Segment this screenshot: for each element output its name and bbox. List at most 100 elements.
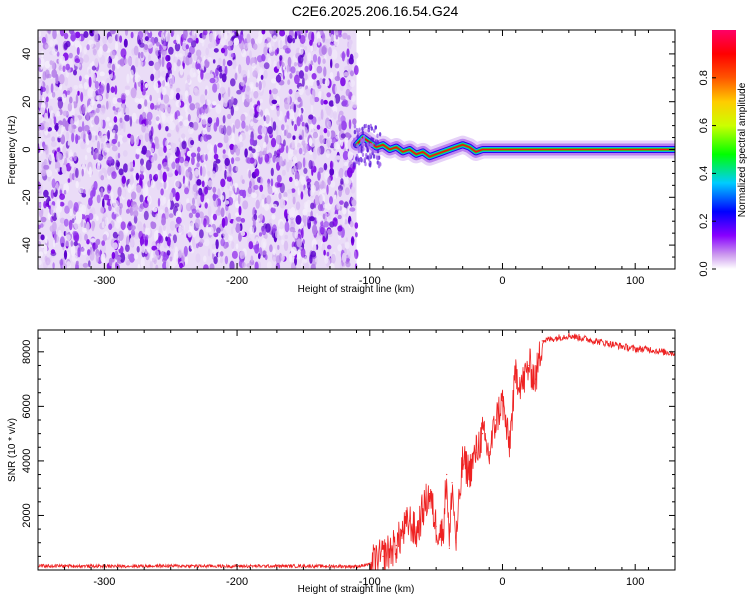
noise-cell bbox=[62, 145, 67, 155]
noise-cell bbox=[207, 180, 213, 188]
noise-cell bbox=[298, 86, 304, 96]
noise-cell bbox=[144, 36, 149, 42]
noise-cell bbox=[70, 246, 74, 252]
noise-cell bbox=[151, 245, 158, 251]
noise-cell bbox=[317, 146, 321, 156]
noise-cell bbox=[209, 263, 215, 269]
noise-cell bbox=[166, 144, 172, 150]
noise-cell bbox=[230, 78, 236, 87]
noise-cell bbox=[40, 107, 45, 115]
noise-cell bbox=[192, 184, 198, 193]
noise-cell bbox=[224, 169, 227, 180]
noise-cell bbox=[73, 85, 79, 90]
noise-cell bbox=[95, 39, 100, 51]
noise-cell bbox=[196, 179, 202, 186]
noise-cell bbox=[200, 165, 203, 176]
onset-speckle bbox=[363, 134, 366, 140]
top-x-tick-label: 100 bbox=[626, 275, 644, 287]
noise-cell bbox=[55, 168, 60, 173]
noise-cell bbox=[283, 191, 288, 198]
noise-cell bbox=[157, 97, 162, 105]
onset-speckle bbox=[356, 143, 359, 148]
noise-cell bbox=[130, 31, 134, 39]
onset-speckle bbox=[379, 162, 382, 167]
noise-cell bbox=[159, 209, 164, 215]
noise-cell bbox=[40, 200, 43, 210]
noise-cell bbox=[38, 240, 42, 247]
noise-cell bbox=[240, 30, 244, 35]
noise-cell bbox=[102, 43, 108, 52]
noise-cell bbox=[336, 202, 341, 210]
noise-cell bbox=[203, 218, 207, 228]
noise-cell bbox=[194, 168, 199, 177]
noise-cell bbox=[322, 213, 326, 220]
noise-cell bbox=[236, 89, 242, 95]
noise-cell bbox=[40, 63, 44, 70]
noise-cell bbox=[259, 213, 263, 221]
noise-cell bbox=[298, 147, 303, 155]
onset-speckle bbox=[364, 161, 367, 167]
noise-cell bbox=[164, 209, 169, 220]
noise-cell bbox=[260, 74, 264, 80]
noise-cell bbox=[184, 90, 189, 97]
noise-cell bbox=[198, 187, 203, 196]
noise-cell bbox=[114, 85, 118, 95]
onset-speckle bbox=[353, 124, 357, 129]
noise-cell bbox=[195, 218, 201, 229]
noise-cell bbox=[182, 175, 186, 185]
noise-cell bbox=[349, 79, 356, 88]
noise-cell bbox=[65, 63, 70, 71]
noise-cell bbox=[167, 199, 171, 210]
noise-cell bbox=[351, 95, 356, 102]
noise-cell bbox=[321, 188, 326, 193]
noise-cell bbox=[281, 62, 285, 67]
noise-cell bbox=[294, 124, 298, 132]
noise-cell bbox=[247, 186, 252, 195]
noise-cell bbox=[119, 206, 122, 216]
noise-cell bbox=[218, 34, 222, 39]
noise-cell bbox=[327, 176, 332, 186]
noise-cell bbox=[294, 178, 299, 187]
noise-cell bbox=[90, 146, 94, 156]
noise-cell bbox=[216, 64, 222, 71]
onset-speckle bbox=[363, 157, 366, 162]
noise-cell bbox=[194, 156, 198, 165]
noise-cell bbox=[91, 65, 97, 71]
noise-cell bbox=[62, 65, 66, 73]
noise-cell bbox=[344, 161, 349, 167]
noise-cell bbox=[250, 121, 254, 127]
noise-cell bbox=[250, 255, 254, 263]
noise-cell bbox=[137, 31, 144, 39]
noise-cell bbox=[212, 186, 217, 193]
noise-cell bbox=[129, 237, 135, 248]
noise-cell bbox=[322, 58, 326, 64]
noise-cell bbox=[88, 131, 92, 141]
noise-cell bbox=[301, 129, 304, 141]
noise-cell bbox=[355, 232, 358, 238]
noise-cell bbox=[275, 125, 279, 136]
noise-cell bbox=[144, 44, 149, 51]
noise-cell bbox=[132, 159, 135, 168]
noise-cell bbox=[112, 97, 118, 105]
onset-speckle bbox=[374, 125, 377, 130]
noise-cell bbox=[104, 147, 110, 153]
noise-cell bbox=[137, 103, 142, 110]
snr-point bbox=[661, 351, 663, 353]
noise-cell bbox=[163, 94, 170, 104]
noise-cell bbox=[38, 259, 42, 266]
noise-cell bbox=[332, 96, 336, 107]
noise-cell bbox=[350, 70, 354, 77]
noise-cell bbox=[340, 77, 346, 87]
noise-cell bbox=[75, 167, 79, 179]
noise-cell bbox=[92, 48, 97, 56]
noise-cell bbox=[83, 189, 86, 195]
noise-cell bbox=[272, 154, 276, 163]
noise-cell bbox=[195, 253, 201, 263]
noise-cell bbox=[112, 242, 118, 250]
noise-cell bbox=[89, 250, 95, 261]
noise-cell bbox=[135, 172, 140, 181]
noise-cell bbox=[171, 161, 176, 170]
noise-cell bbox=[124, 88, 130, 96]
noise-cell bbox=[272, 121, 277, 131]
noise-cell bbox=[287, 188, 293, 194]
